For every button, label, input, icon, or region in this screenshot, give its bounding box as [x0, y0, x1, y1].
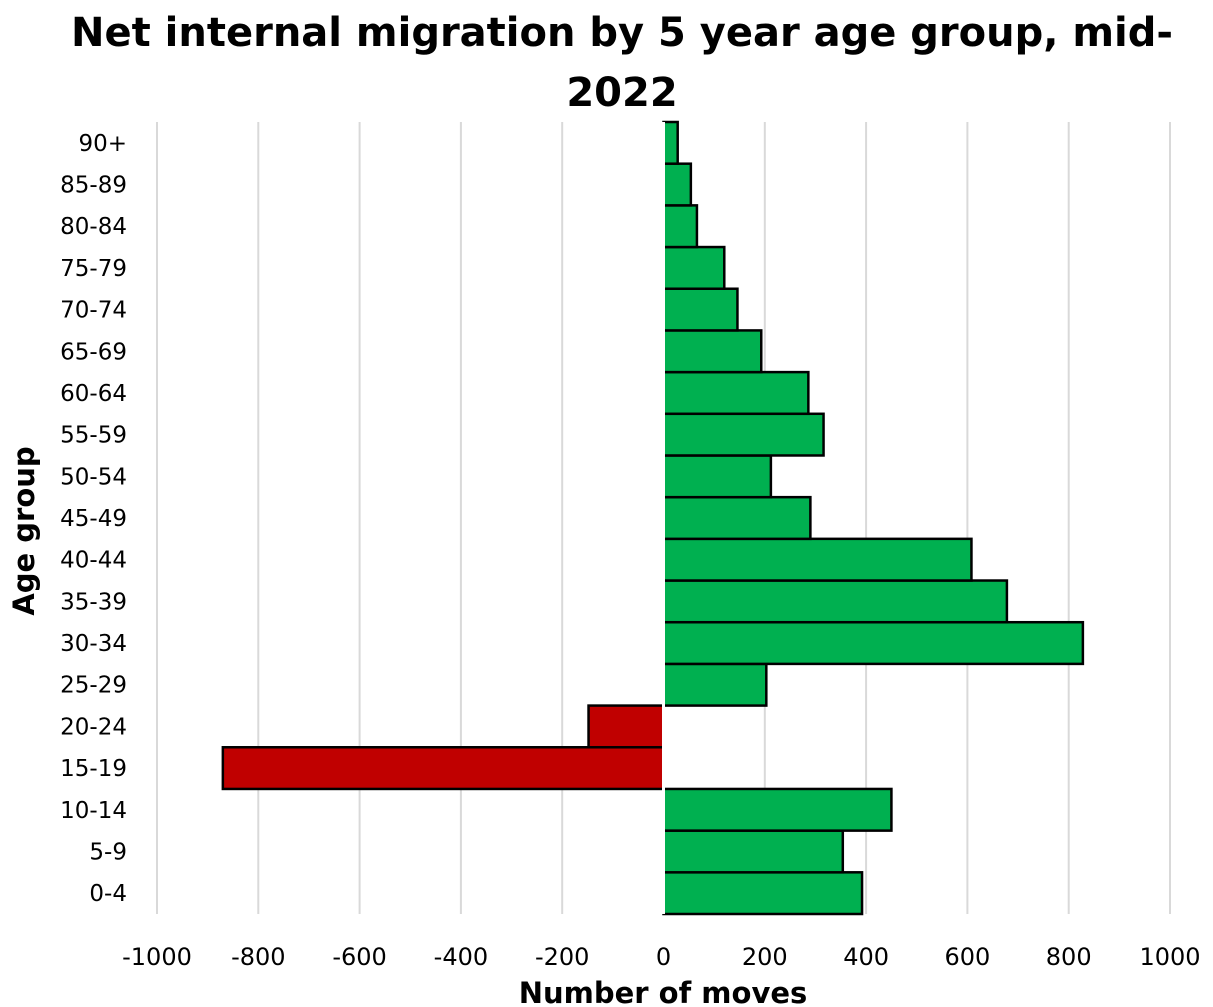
y-tick-label-25-29: 25-29 — [60, 673, 127, 699]
y-tick-label-80-84: 80-84 — [60, 214, 127, 240]
y-tick-label-65-69: 65-69 — [60, 339, 127, 365]
x-tick-label-200: -200 — [535, 943, 589, 971]
chart-title-line-2: 2022 — [566, 70, 677, 116]
y-tick-label-20-24: 20-24 — [60, 714, 127, 740]
bar-40-44 — [662, 537, 973, 582]
bar-70-74 — [662, 287, 739, 332]
category-labels: 0-4 5-9 10-14 15-19 20-24 25-29 30-34 35-39 40-4… — [60, 131, 127, 907]
x-tick-label-600: 600 — [944, 943, 990, 971]
bar-10-14 — [662, 787, 893, 832]
bar-20-24 — [587, 704, 665, 749]
y-tick-label-70-74: 70-74 — [60, 298, 127, 324]
y-tick-label-55-59: 55-59 — [60, 423, 127, 449]
y-tick-label-40-44: 40-44 — [60, 548, 127, 574]
bar-30-34 — [662, 620, 1085, 666]
x-tick-label-400: 400 — [843, 943, 889, 971]
x-tick-label-400: -400 — [434, 943, 488, 971]
bar-75-79 — [662, 245, 726, 290]
bar-25-29 — [662, 662, 768, 707]
bar-60-64 — [662, 370, 810, 416]
x-tick-label-1000: -1000 — [122, 943, 192, 971]
x-tick-label-200: 200 — [742, 943, 788, 971]
y-tick-label-75-79: 75-79 — [60, 256, 127, 282]
y-tick-label-85-89: 85-89 — [60, 173, 127, 199]
y-axis-label: Age group — [7, 446, 41, 615]
bars — [221, 120, 1085, 916]
y-tick-label-15-19: 15-19 — [60, 756, 127, 782]
chart-title-line-1: Net internal migration by 5 year age gro… — [71, 10, 1173, 56]
bar-55-59 — [662, 412, 825, 457]
y-tick-label-50-54: 50-54 — [60, 464, 127, 490]
bar-5-9 — [662, 829, 845, 874]
x-axis-label: Number of moves — [519, 976, 808, 1007]
bar-35-39 — [662, 579, 1009, 624]
x-tick-label-0: 0 — [656, 943, 671, 971]
y-tick-label-35-39: 35-39 — [60, 589, 127, 615]
y-tick-label-5-9: 5-9 — [89, 839, 127, 865]
bar-0-4 — [662, 871, 864, 916]
y-tick-label-45-49: 45-49 — [60, 506, 127, 532]
bar-85-89 — [662, 162, 693, 207]
x-tick-labels: -1000 -800 -600 -400 -200 0 200 400 600 800 1000 — [122, 943, 1200, 971]
y-tick-label-60-64: 60-64 — [60, 381, 127, 407]
y-tick-label-10-14: 10-14 — [60, 798, 127, 824]
bar-50-54 — [662, 454, 773, 499]
x-tick-label-600: -600 — [332, 943, 386, 971]
bar-90plus — [662, 120, 679, 165]
y-tick-label-90plus: 90+ — [78, 131, 127, 157]
bar-80-84 — [662, 204, 699, 249]
x-tick-label-1000: 1000 — [1139, 943, 1200, 971]
y-tick-label-0-4: 0-4 — [89, 881, 127, 907]
bar-45-49 — [662, 495, 812, 541]
bar-15-19 — [221, 746, 665, 791]
x-tick-label-800: -800 — [231, 943, 285, 971]
bar-65-69 — [662, 329, 763, 374]
x-tick-label-800: 800 — [1046, 943, 1092, 971]
y-tick-label-30-34: 30-34 — [60, 631, 127, 657]
